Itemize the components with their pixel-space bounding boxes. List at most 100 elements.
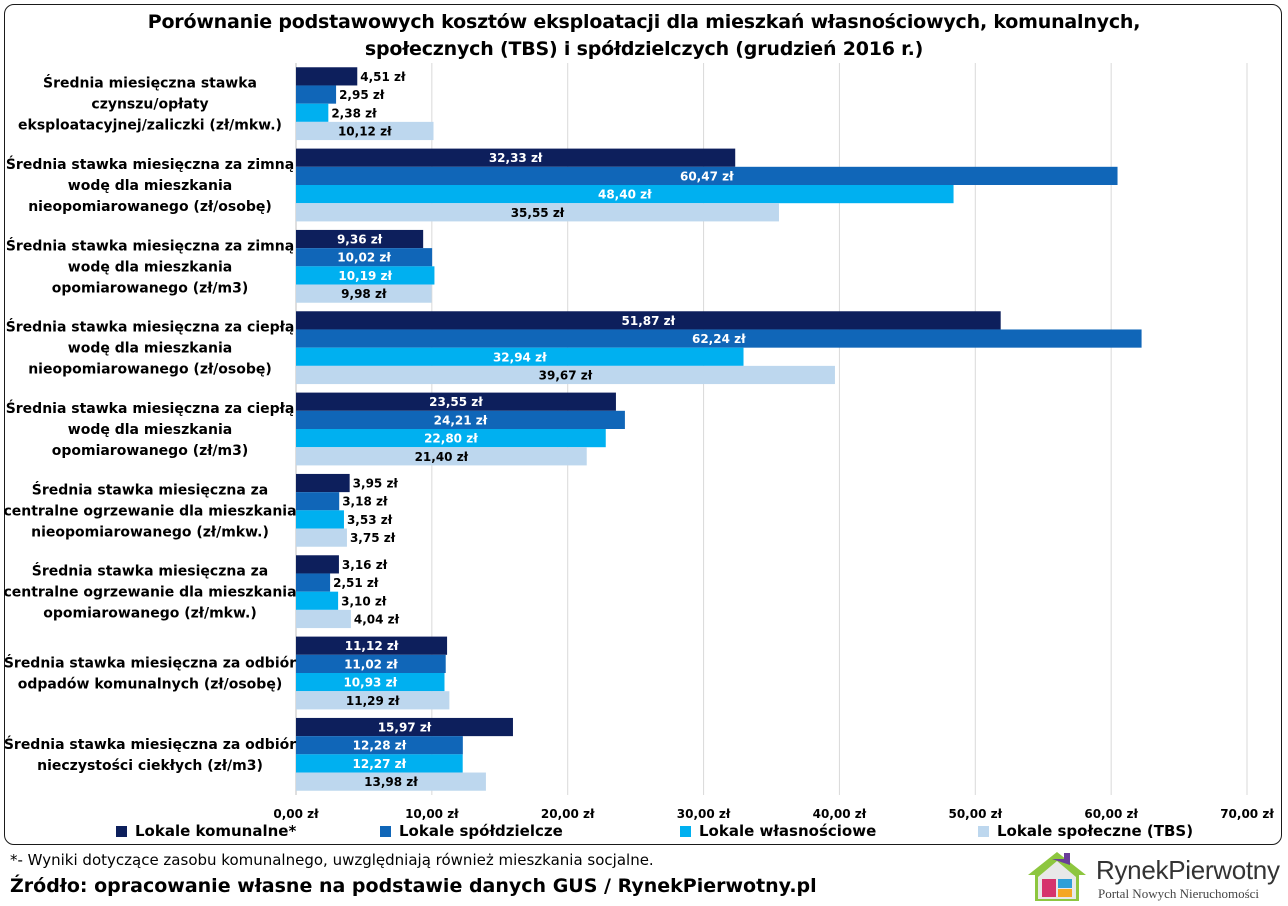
category-label-line: Średnia stawka miesięczna za zimną [6, 236, 294, 254]
legend-label: Lokale komunalne* [135, 822, 297, 840]
bar [296, 166, 1118, 185]
legend-label: Lokale własnościowe [699, 822, 877, 840]
data-label: 3,16 zł [342, 558, 388, 572]
bar [296, 673, 445, 692]
bar [296, 492, 340, 511]
data-label: 10,93 zł [343, 676, 397, 690]
category-label-line: nieopomiarowanego (zł/osobę) [28, 199, 272, 215]
x-tick-label: 50,00 zł [948, 807, 1002, 821]
bar [296, 591, 339, 610]
bar [296, 754, 463, 773]
category-label-line: eksploatacyjnej/zaliczki (zł/mkw.) [18, 118, 282, 134]
data-label: 39,67 zł [539, 368, 593, 382]
data-label: 3,75 zł [350, 531, 396, 545]
data-label: 9,98 zł [341, 287, 387, 301]
legend-label: Lokale społeczne (TBS) [997, 822, 1194, 840]
category-label-line: opomiarowanego (zł/mkw.) [43, 606, 256, 622]
category-label-line: Średnia stawka miesięczna za zimną [6, 155, 294, 173]
x-tick-label: 60,00 zł [1084, 807, 1138, 821]
data-label: 11,29 zł [346, 694, 400, 708]
bar [296, 365, 835, 385]
x-tick-label: 40,00 zł [813, 807, 867, 821]
category-label-line: nieopomiarowanego (zł/osobę) [28, 362, 272, 378]
bar [296, 121, 434, 141]
category-label-line: wodę dla mieszkania [68, 422, 232, 438]
data-label: 22,80 zł [424, 432, 478, 446]
category-label: Średnia stawka miesięczna za odbiór niecz… [4, 735, 296, 774]
data-label: 3,18 zł [342, 495, 388, 509]
bar [296, 573, 331, 592]
bar [296, 636, 448, 655]
category-label-line: odpadów komunalnych (zł/osobę) [18, 677, 282, 693]
data-label: 2,51 zł [333, 576, 379, 590]
data-label: 51,87 zł [622, 314, 676, 328]
bar [296, 311, 1001, 330]
bar [296, 609, 351, 629]
bar [296, 329, 1142, 348]
bar [296, 392, 616, 411]
data-label: 12,28 zł [353, 739, 407, 753]
category-label-line: centralne ogrzewanie dla mieszkania [3, 503, 296, 519]
source-note: Źródło: opracowanie własne na podstawie … [10, 875, 817, 897]
data-label: 60,47 zł [680, 169, 734, 183]
bar [296, 691, 450, 710]
bar [296, 736, 463, 755]
logo-tagline: Portal Nowych Nieruchomości [1098, 886, 1260, 901]
bar [296, 185, 954, 204]
bar [296, 248, 433, 267]
legend-swatch [380, 825, 391, 837]
data-label: 32,33 zł [489, 151, 543, 165]
category-label-line: czynszu/opłaty [91, 97, 208, 113]
x-tick-label: 70,00 zł [1220, 807, 1274, 821]
bar [296, 148, 736, 167]
bar [296, 510, 344, 529]
category-label: Średnia stawka miesięczna za ciepłą wodę … [6, 318, 295, 378]
bar [296, 266, 435, 285]
x-tick-label: 0,00 zł [273, 807, 319, 821]
rynekpierwotny-logo: RynekPierwotny Portal Nowych Nieruchomoś… [1024, 845, 1288, 906]
bar [296, 203, 779, 222]
data-label: 32,94 zł [493, 350, 547, 364]
category-label: Średnia stawka miesięczna za odbiór odpad… [4, 654, 296, 693]
data-label: 13,98 zł [364, 775, 418, 789]
data-label: 24,21 zł [434, 413, 488, 427]
category-label-line: Średnia stawka miesięczna za [32, 480, 268, 498]
legend-item: Lokale społeczne (TBS) [978, 822, 1193, 840]
category-label: Średnia stawka miesięczna za centralne og… [3, 480, 296, 540]
bar [296, 284, 432, 303]
bar [296, 447, 587, 466]
data-label: 9,36 zł [337, 233, 383, 247]
chart-title-line-1: Porównanie podstawowych kosztów eksploat… [147, 11, 1141, 33]
data-label: 11,12 zł [345, 639, 399, 653]
chart-frame [4, 4, 1282, 845]
data-label: 12,27 zł [353, 757, 407, 771]
data-label: 3,53 zł [347, 513, 393, 527]
legend-swatch [978, 825, 989, 837]
bar [296, 429, 606, 448]
category-label-line: wodę dla mieszkania [68, 178, 232, 194]
data-label: 62,24 zł [692, 332, 746, 346]
bar [296, 347, 744, 366]
legend-label: Lokale spółdzielcze [399, 822, 563, 840]
legend-swatch [116, 825, 127, 837]
bar [296, 229, 424, 249]
data-label: 10,12 zł [338, 124, 392, 138]
category-label-line: nieczystości ciekłych (zł/m3) [37, 758, 263, 774]
bar [296, 717, 513, 737]
bar [296, 103, 329, 122]
category-label: Średnia stawka miesięczna za zimną wodę d… [6, 236, 294, 296]
category-label: Średnia stawka miesięczna za zimną wodę d… [6, 155, 294, 215]
data-label: 11,02 zł [344, 657, 398, 671]
data-label: 35,55 zł [511, 206, 565, 220]
x-tick-label: 10,00 zł [405, 807, 459, 821]
house-logo-icon [1028, 852, 1086, 901]
data-label: 23,55 zł [429, 395, 483, 409]
category-label-line: Średnia stawka miesięczna za odbiór [4, 735, 296, 753]
footnote: *- Wyniki dotyczące zasobu komunalnego, … [10, 851, 654, 869]
legend-swatch [680, 825, 691, 837]
data-label: 4,04 zł [354, 612, 400, 626]
data-label: 3,95 zł [353, 477, 399, 491]
data-label: 21,40 zł [415, 450, 469, 464]
data-label: 3,10 zł [341, 594, 387, 608]
legend-item: Lokale spółdzielcze [380, 822, 563, 840]
